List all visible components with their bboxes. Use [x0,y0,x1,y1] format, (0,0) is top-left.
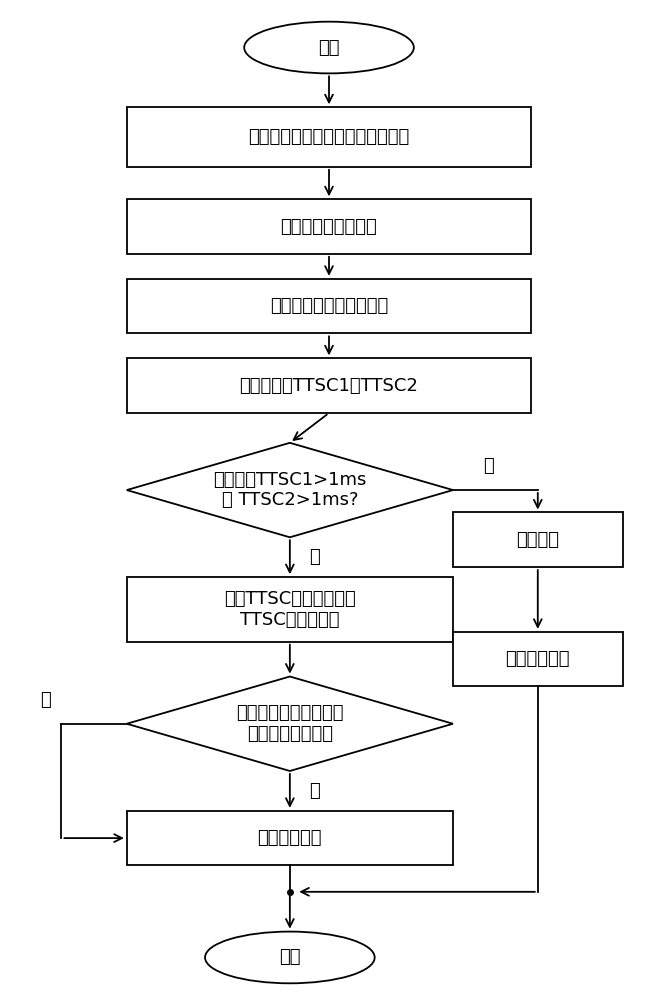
Text: 记录各线路零序电流: 记录各线路零序电流 [280,218,378,236]
Bar [453,632,622,686]
Bar [127,358,531,413]
Text: 是: 是 [309,548,320,566]
Text: 任一线路零序电流瞬时值超过阈值: 任一线路零序电流瞬时值超过阈值 [248,128,410,146]
Text: 故障线路跳闸: 故障线路跳闸 [257,829,322,847]
Text: 一定时间内零序电压是
否始终大于设定值: 一定时间内零序电压是 否始终大于设定值 [236,704,343,743]
Text: 否: 否 [484,457,494,475]
Polygon shape [127,443,453,537]
Ellipse shape [244,22,414,73]
Text: 计算各线路TTSC1和TTSC2: 计算各线路TTSC1和TTSC2 [240,377,418,395]
Text: 过滤高频分量和直流分量: 过滤高频分量和直流分量 [270,297,388,315]
Bar [127,199,531,254]
Text: 是: 是 [309,782,320,800]
Bar [127,811,453,865]
Text: 结束: 结束 [279,948,301,966]
Bar [127,577,453,642]
Text: 是否存在TTSC1>1ms
或 TTSC2>1ms?: 是否存在TTSC1>1ms 或 TTSC2>1ms? [213,471,367,509]
Bar [127,107,531,167]
Bar [127,279,531,333]
Text: 开始: 开始 [318,39,340,57]
Ellipse shape [205,932,374,983]
Text: 发出警告信号: 发出警告信号 [505,650,570,668]
Text: 否: 否 [40,691,51,709]
Text: 母线故障: 母线故障 [517,531,559,549]
Polygon shape [127,677,453,771]
Text: 计算TTSC，故障线路为
TTSC最大的线路: 计算TTSC，故障线路为 TTSC最大的线路 [224,590,356,629]
Bar [453,512,622,567]
